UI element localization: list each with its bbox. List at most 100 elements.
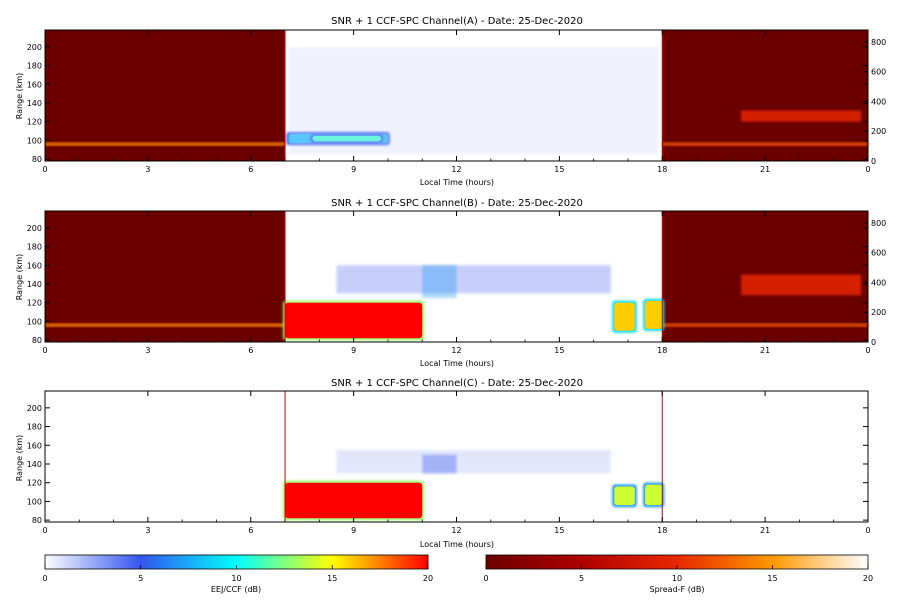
x-tick-label: 0 — [42, 526, 47, 535]
spread-f-background — [662, 30, 868, 161]
x-tick-label: 3 — [145, 165, 150, 174]
x-tick-label: 3 — [145, 526, 150, 535]
x-tick-label: 9 — [351, 526, 356, 535]
x-axis-label: Local Time (hours) — [420, 178, 494, 187]
x-tick-label: 3 — [145, 346, 150, 355]
y-tick-label: 200 — [27, 43, 42, 52]
eej-echo — [614, 486, 635, 506]
spread-f-background — [45, 30, 286, 161]
plot-area: 0 3 6 9 12 15 18 21 0801001201401601802000200400… — [27, 210, 886, 355]
spread-f-echo — [45, 142, 286, 147]
colorbar-tick-label: 10 — [672, 574, 682, 583]
y-tick-label: 100 — [27, 497, 42, 506]
weak-echo-region — [422, 265, 457, 299]
x-tick-label: 9 — [351, 165, 356, 174]
panel-channel-c: SNR + 1 CCF-SPC Channel(C) - Date: 25-De… — [15, 378, 871, 549]
x-tick-label: 9 — [351, 346, 356, 355]
x-tick-label: 21 — [760, 526, 770, 535]
x-tick-label: 21 — [760, 165, 770, 174]
colorbar-tick-label: 15 — [327, 574, 337, 583]
spread-f-background — [45, 211, 286, 342]
panel-title: SNR + 1 CCF-SPC Channel(A) - Date: 25-De… — [331, 16, 583, 27]
colorbar-tick-label: 15 — [767, 574, 777, 583]
weak-echo-region — [422, 454, 457, 474]
spread-f-echo — [662, 323, 868, 328]
right-tick-label: 600 — [871, 249, 886, 258]
x-tick-label: 12 — [451, 526, 461, 535]
colorbar-eej-label: EEJ/CCF (dB) — [211, 585, 261, 594]
spread-f-echo — [45, 323, 286, 328]
x-tick-label: 15 — [554, 346, 564, 355]
y-tick-label: 140 — [27, 280, 42, 289]
colorbar-ticks: 0 5 10 15 20 — [483, 565, 873, 583]
colorbar-tick-label: 0 — [483, 574, 488, 583]
x-axis-label: Local Time (hours) — [420, 359, 494, 368]
x-tick-label: 6 — [248, 346, 253, 355]
colorbar-spread-f-label: Spread-F (dB) — [649, 585, 704, 594]
x-tick-label: 6 — [248, 165, 253, 174]
right-tick-label: 800 — [871, 219, 886, 228]
panel-channel-b: SNR + 1 CCF-SPC Channel(B) - Date: 25-De… — [15, 198, 886, 368]
y-tick-label: 80 — [32, 336, 42, 345]
y-tick-label: 160 — [27, 441, 42, 450]
y-tick-label: 100 — [27, 136, 42, 145]
x-tick-label: 12 — [451, 165, 461, 174]
right-tick-label: 600 — [871, 68, 886, 77]
colorbar-ticks: 0 5 10 15 20 — [42, 565, 433, 583]
y-tick-label: 120 — [27, 118, 42, 127]
y-tick-label: 180 — [27, 423, 42, 432]
y-tick-label: 180 — [27, 62, 42, 71]
y-tick-label: 200 — [27, 224, 42, 233]
y-tick-label: 140 — [27, 460, 42, 469]
spread-f-echo — [741, 274, 862, 296]
x-tick-label: 18 — [657, 346, 667, 355]
x-tick-label: 0 — [865, 346, 870, 355]
x-tick-label: 12 — [451, 346, 461, 355]
colorbar-tick-label: 0 — [42, 574, 47, 583]
right-tick-label: 400 — [871, 278, 886, 287]
x-tick-label: 21 — [760, 346, 770, 355]
y-tick-label: 120 — [27, 479, 42, 488]
right-tick-label: 0 — [871, 157, 876, 166]
y-tick-label: 100 — [27, 317, 42, 326]
y-tick-label: 80 — [32, 516, 42, 525]
right-tick-label: 400 — [871, 97, 886, 106]
eej-echo — [645, 300, 663, 329]
y-axis-label: Range (km) — [15, 73, 24, 120]
right-tick-label: 0 — [871, 338, 876, 347]
x-tick-label: 6 — [248, 526, 253, 535]
x-axis-label: Local Time (hours) — [420, 540, 494, 549]
right-tick-label: 200 — [871, 308, 886, 317]
colorbar-tick-label: 20 — [863, 574, 873, 583]
x-tick-label: 0 — [42, 346, 47, 355]
weak-echo-region — [336, 449, 611, 474]
right-tick-label: 200 — [871, 127, 886, 136]
x-tick-label: 0 — [865, 165, 870, 174]
y-tick-label: 200 — [27, 404, 42, 413]
y-axis-label: Range (km) — [15, 435, 24, 482]
x-tick-label: 15 — [554, 165, 564, 174]
x-tick-label: 15 — [554, 526, 564, 535]
colorbar-tick-label: 5 — [138, 574, 143, 583]
colorbar-eej: 0 5 10 15 20 EEJ/CCF (dB) — [42, 554, 433, 594]
eej-echo — [645, 484, 663, 506]
x-tick-label: 18 — [657, 165, 667, 174]
x-tick-label: 18 — [657, 526, 667, 535]
x-tick-label: 0 — [865, 526, 870, 535]
plot-area: 0 3 6 9 12 15 18 21 0801001201401601802000200400… — [27, 29, 886, 174]
x-tick-label: 0 — [42, 165, 47, 174]
y-tick-label: 80 — [32, 155, 42, 164]
weak-echo-region — [336, 265, 611, 294]
colorbar-spread-f: 0 5 10 15 20 Spread-F (dB) — [483, 554, 873, 594]
y-tick-label: 160 — [27, 80, 42, 89]
y-tick-label: 160 — [27, 261, 42, 270]
colorbar-tick-label: 10 — [231, 574, 241, 583]
eej-echo — [285, 302, 423, 339]
colorbar-tick-label: 20 — [423, 574, 433, 583]
spread-f-echo — [662, 142, 868, 147]
spread-f-echo — [741, 110, 862, 122]
right-tick-label: 800 — [871, 38, 886, 47]
panel-channel-a: SNR + 1 CCF-SPC Channel(A) - Date: 25-De… — [15, 16, 886, 187]
